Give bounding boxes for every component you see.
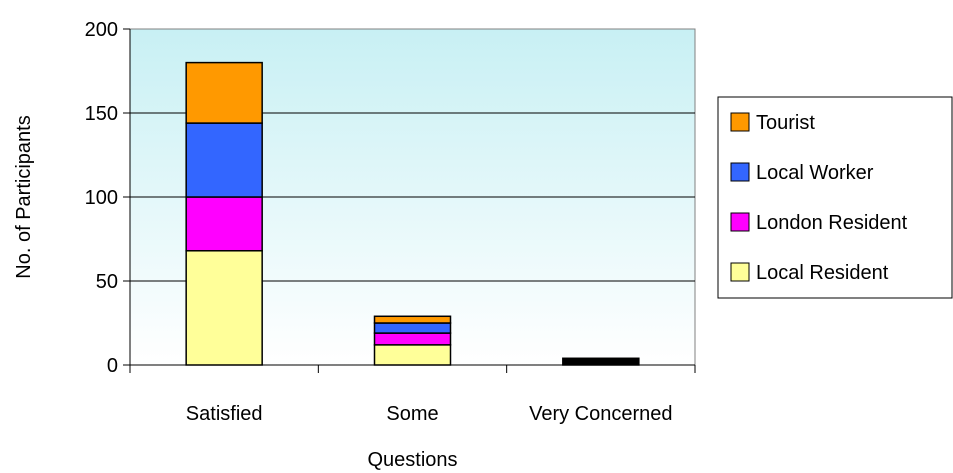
x-tick-label: Some Questions <box>367 403 457 471</box>
legend-swatch <box>730 262 750 282</box>
bar-segment <box>185 122 263 198</box>
bar-segment <box>373 344 452 366</box>
legend-swatch <box>730 112 750 132</box>
bar-segment <box>373 332 452 346</box>
axes <box>123 28 696 373</box>
bar-segment <box>185 250 263 366</box>
y-tick-label: 100 <box>85 187 118 209</box>
bar-segment <box>373 315 452 324</box>
legend-swatch <box>730 162 750 182</box>
legend-box <box>717 96 953 299</box>
y-tick-label: 150 <box>85 103 118 125</box>
bar-segment <box>185 196 263 252</box>
y-tick-label: 0 <box>107 355 118 377</box>
y-tick-label: 200 <box>85 19 118 41</box>
x-tick-labels: Satisfied Some Questions Very Concerned <box>186 403 673 471</box>
y-tick-label: 50 <box>96 271 118 293</box>
legend-label: London Resident <box>756 212 908 234</box>
legend-swatch <box>730 212 750 232</box>
bar-segment <box>373 322 452 334</box>
legend-label: Local Resident <box>756 262 889 284</box>
bar-segment <box>185 61 263 124</box>
bar-segment <box>562 357 640 366</box>
x-tick-label: Satisfied <box>186 403 263 425</box>
legend-label: Local Worker <box>756 162 874 184</box>
legend: Tourist Local Worker London Resident Local … <box>717 96 953 299</box>
x-tick-label: Very Concerned <box>529 403 672 425</box>
legend-label: Tourist <box>756 112 815 134</box>
y-axis-title: No. of Participants <box>13 115 35 278</box>
y-tick-labels: 0 50 100 150 200 <box>85 19 118 377</box>
bars <box>185 61 640 366</box>
